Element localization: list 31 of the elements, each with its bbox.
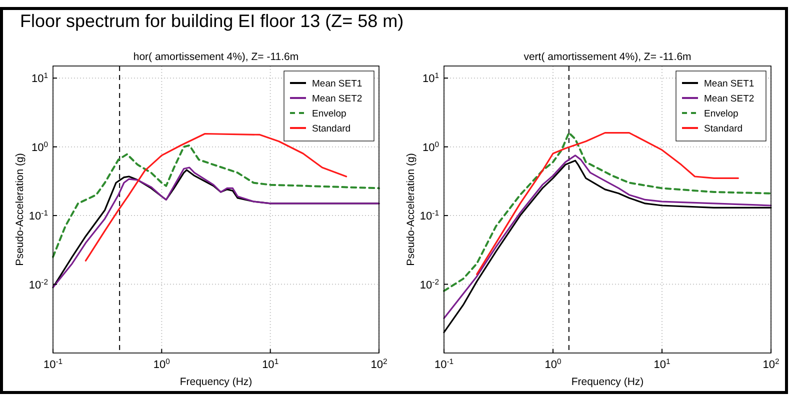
y-tick-label: 10$^{-2}$ [420,276,439,292]
chart-subtitle: hor( amortissement 4%), Z= -11.6m [133,51,299,63]
y-tick-label: 10$^{0}$ [422,139,439,154]
legend-label: Mean SET2 [312,94,362,104]
y-tick-label: 10$^{1}$ [31,70,48,86]
y-tick-label: 10$^{0}$ [31,139,48,154]
chart-subtitle: vert( amortissement 4%), Z= -11.6m [524,51,692,63]
x-tick-label: 10$^{-1}$ [434,356,454,371]
x-tick-label: 10$^{-1}$ [43,356,63,371]
legend-label: Mean SET1 [312,78,362,90]
legend-label: Standard [704,124,743,134]
x-axis-title: Frequency (Hz) [571,376,644,388]
legend-label: Mean SET2 [704,94,754,104]
x-tick-label: 10$^{0}$ [544,356,562,371]
y-tick-label: 10$^{-1}$ [420,208,439,223]
x-tick-label: 10$^{2}$ [370,356,388,371]
legend-label: Envelop [704,108,738,120]
y-axis-title: Pseudo-Acceleration (g) [14,153,26,266]
y-tick-label: 10$^{-1}$ [28,208,48,223]
x-axis-title: Frequency (Hz) [180,376,252,388]
legend-label: Envelop [312,108,346,120]
chart-title: Floor spectrum for building EI floor 13 (Z= 58 m) [20,11,404,31]
y-tick-label: 10$^{-2}$ [28,276,48,292]
x-tick-label: 10$^{1}$ [262,356,279,371]
x-tick-label: 10$^{0}$ [153,356,170,371]
legend-label: Mean SET1 [704,78,754,90]
y-tick-label: 10$^{1}$ [422,70,439,86]
x-tick-label: 10$^{2}$ [762,356,780,371]
x-tick-label: 10$^{1}$ [654,356,670,371]
y-axis-title: Pseudo-Acceleration (g) [405,153,417,266]
legend-label: Standard [312,124,351,134]
